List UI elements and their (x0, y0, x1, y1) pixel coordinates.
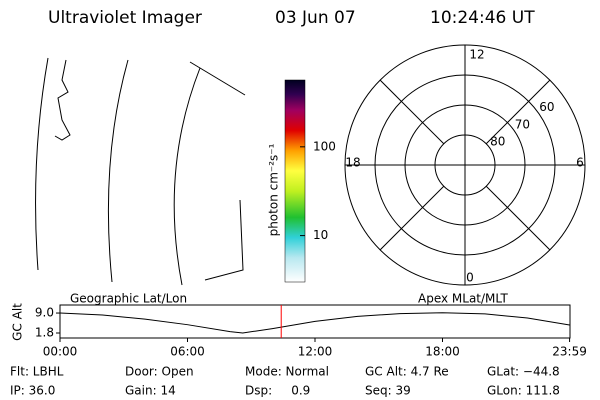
polar-spoke (379, 185, 445, 251)
status-field: IP: 36.0 (10, 384, 55, 398)
x-tick-label: 18:00 (425, 345, 460, 359)
date: 03 Jun 07 (275, 8, 356, 28)
polar-spoke (485, 185, 551, 251)
status-field: GLon: 111.8 (487, 384, 560, 398)
x-tick-label: 00:00 (43, 345, 78, 359)
colorbar (284, 79, 306, 283)
y-axis-label: GC Alt (11, 303, 25, 341)
status-field: Door: Open (125, 365, 194, 379)
map-line (173, 67, 201, 286)
polar-spoke (485, 79, 551, 145)
status-field: Mode: Normal (245, 365, 329, 379)
altitude-line (59, 312, 570, 334)
colorbar-tick-label: 100 (313, 139, 336, 153)
status-field: Flt: LBHL (10, 365, 64, 379)
mlt-label: 6 (576, 156, 584, 170)
colorbar-tick-label: 10 (313, 228, 328, 242)
status-field: GLat: −44.8 (487, 365, 560, 379)
mlt-label: 12 (469, 48, 484, 62)
status-field: Gain: 14 (125, 384, 176, 398)
instrument-title: Ultraviolet Imager (48, 8, 202, 28)
y-tick-label: 1.8 (35, 326, 54, 340)
polar-spoke (379, 79, 445, 145)
status-field: Seq: 39 (365, 384, 411, 398)
status-field: GC Alt: 4.7 Re (365, 365, 449, 379)
polar-ring-label: 80 (490, 135, 505, 149)
map-line (204, 199, 244, 281)
polar-ring-label: 70 (515, 117, 530, 131)
map-line (35, 57, 49, 271)
x-tick-label: 12:00 (298, 345, 333, 359)
map-line (107, 59, 129, 283)
mlt-label: 18 (345, 156, 360, 170)
map-line (189, 61, 246, 96)
y-tick-label: 9.0 (35, 306, 54, 320)
left-label: Geographic Lat/Lon (70, 292, 187, 306)
right-label: Apex MLat/MLT (418, 292, 508, 306)
coastline (54, 59, 71, 141)
mlt-label: 0 (466, 271, 474, 285)
polar-ring-label: 60 (539, 100, 554, 114)
time: 10:24:46 UT (430, 8, 535, 28)
x-tick-label: 06:00 (170, 345, 205, 359)
colorbar-label: photon cm⁻²s⁻¹ (267, 143, 281, 236)
map-grid (35, 57, 246, 286)
x-tick-label: 23:59 (552, 345, 587, 359)
status-field: Dsp: 0.9 (245, 384, 310, 398)
